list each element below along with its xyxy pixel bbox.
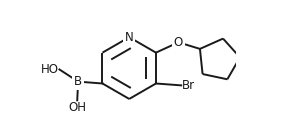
Text: OH: OH [68,101,86,114]
Text: O: O [174,36,183,49]
Text: HO: HO [41,63,59,76]
Text: N: N [125,31,133,44]
Text: B: B [74,75,82,88]
Text: Br: Br [182,79,195,92]
